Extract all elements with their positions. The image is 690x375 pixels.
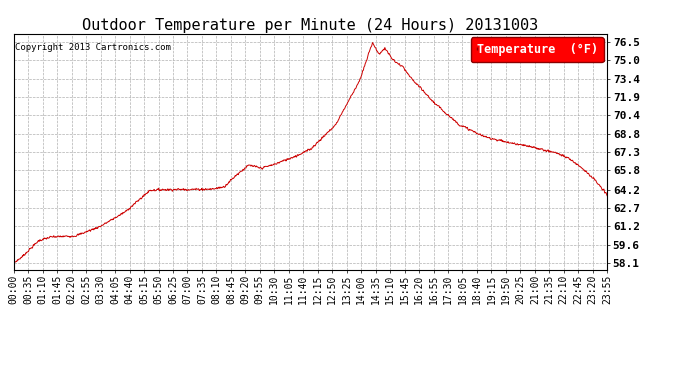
Legend: Temperature  (°F): Temperature (°F): [471, 37, 604, 62]
Title: Outdoor Temperature per Minute (24 Hours) 20131003: Outdoor Temperature per Minute (24 Hours…: [82, 18, 539, 33]
Text: Copyright 2013 Cartronics.com: Copyright 2013 Cartronics.com: [15, 43, 171, 52]
